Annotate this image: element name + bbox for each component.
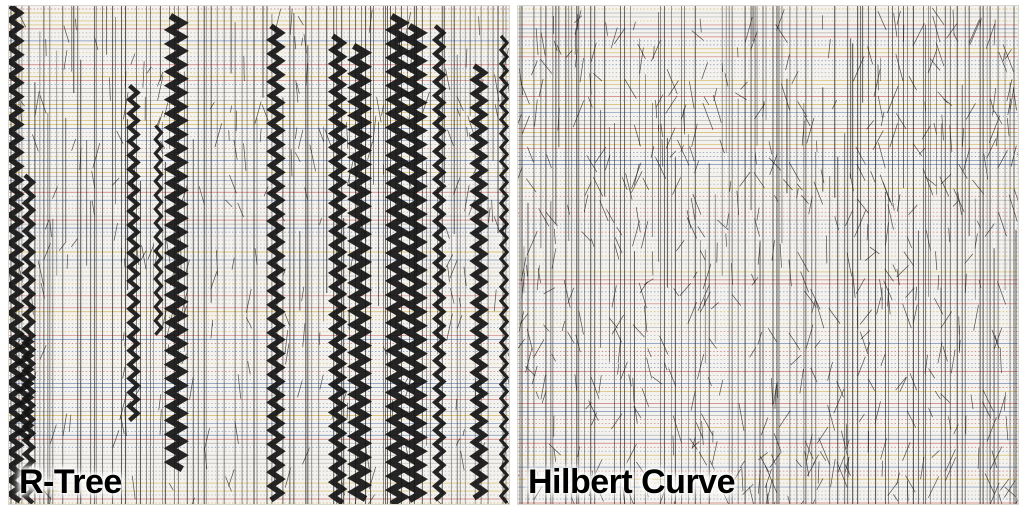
crossing-segments <box>518 7 1018 504</box>
panel-label-hilbert: Hilbert Curve <box>528 463 736 501</box>
rtree-dense-layout <box>9 6 509 504</box>
panel-rtree: R-Tree <box>8 5 510 505</box>
panel-hilbert: Hilbert Curve <box>517 5 1019 505</box>
vertical-tracks <box>519 6 1017 504</box>
panel-label-rtree: R-Tree <box>19 463 122 501</box>
hilbert-dense-layout <box>518 6 1018 504</box>
row-stripes <box>518 8 1018 504</box>
dense-bands <box>9 6 509 504</box>
